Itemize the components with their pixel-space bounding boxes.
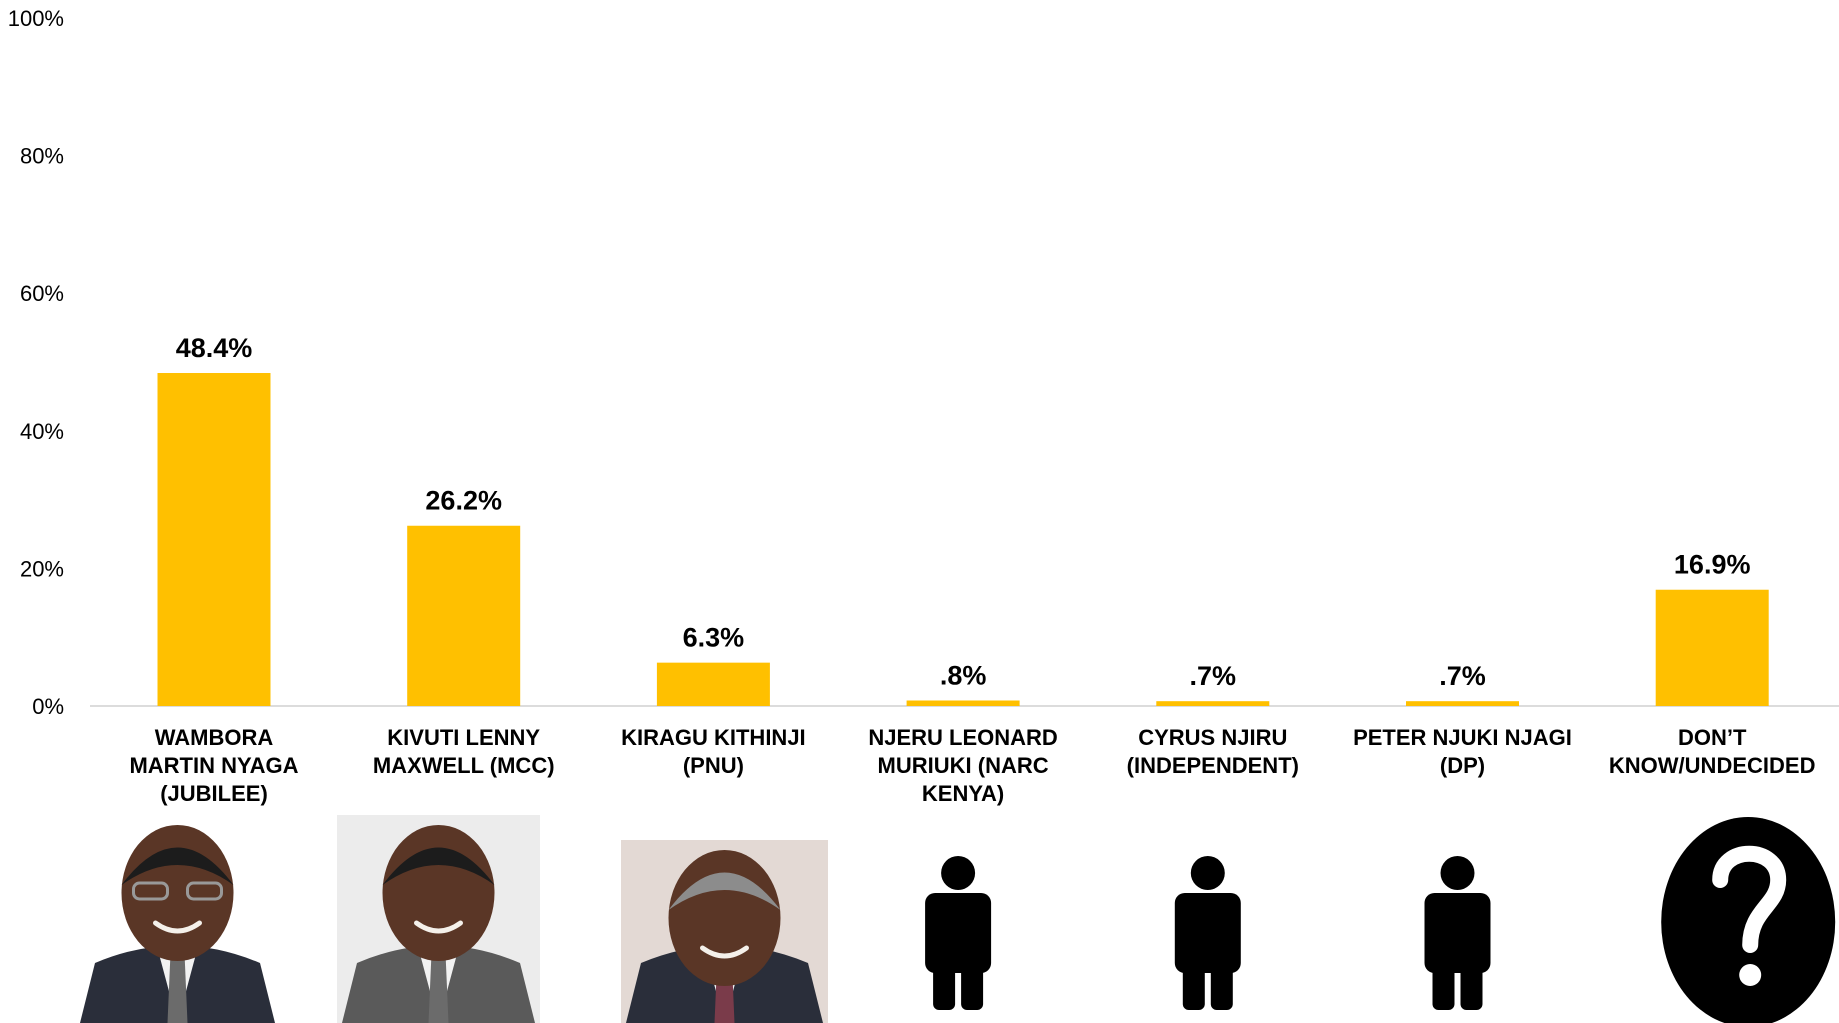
category-label: (DP) [1440, 753, 1485, 778]
value-label: .7% [1190, 661, 1237, 691]
category-label: MARTIN NYAGA [129, 753, 298, 778]
candidate-pictures [75, 815, 1836, 1023]
y-tick-label: 60% [20, 281, 64, 306]
bar [906, 700, 1020, 706]
value-label: 16.9% [1674, 550, 1751, 580]
value-label: .8% [940, 660, 987, 690]
y-tick-label: 40% [20, 419, 64, 444]
value-label: .7% [1439, 661, 1486, 691]
bar [1406, 701, 1519, 706]
y-tick-label: 20% [20, 556, 64, 581]
y-tick-label: 0% [32, 694, 64, 719]
value-label: 26.2% [425, 486, 502, 516]
category-label: KNOW/UNDECIDED [1609, 753, 1816, 778]
candidate-photo [621, 840, 828, 1023]
candidate-photo [337, 815, 540, 1023]
value-label: 48.4% [176, 333, 253, 363]
category-label: MAXWELL (MCC) [373, 753, 555, 778]
bar [157, 373, 271, 706]
category-label: CYRUS NJIRU [1138, 725, 1287, 750]
bar [656, 662, 770, 706]
category-label: (INDEPENDENT) [1127, 753, 1299, 778]
question-mark-icon [1661, 817, 1836, 1023]
category-label: KIRAGU KITHINJI [621, 725, 806, 750]
category-label: PETER NJUKI NJAGI [1353, 725, 1572, 750]
y-tick-label: 80% [20, 144, 64, 169]
category-label: NJERU LEONARD [868, 725, 1057, 750]
value-labels: 48.4% 26.2% 6.3% .8% .7% .7% 16.9% [176, 333, 1751, 691]
category-label: KIVUTI LENNY [387, 725, 540, 750]
category-label: DON’T [1678, 725, 1747, 750]
bar [1655, 589, 1769, 706]
person-icon [1424, 856, 1491, 1010]
y-tick-label: 100% [8, 6, 64, 31]
category-label: WAMBORA [155, 725, 274, 750]
bar [407, 525, 521, 706]
person-icon [1174, 856, 1241, 1010]
bars [157, 373, 1769, 706]
category-label: KENYA) [922, 781, 1004, 806]
category-label: (PNU) [683, 753, 744, 778]
category-label: MURIUKI (NARC [878, 753, 1049, 778]
candidate-photo [75, 815, 280, 1023]
y-axis-ticks: 0% 20% 40% 60% 80% 100% [8, 6, 64, 719]
category-labels: WAMBORA MARTIN NYAGA (JUBILEE) KIVUTI LENNY… [129, 725, 1815, 806]
person-icon [925, 856, 992, 1010]
value-label: 6.3% [683, 623, 745, 653]
bar [1156, 701, 1270, 706]
category-label: (JUBILEE) [160, 781, 268, 806]
